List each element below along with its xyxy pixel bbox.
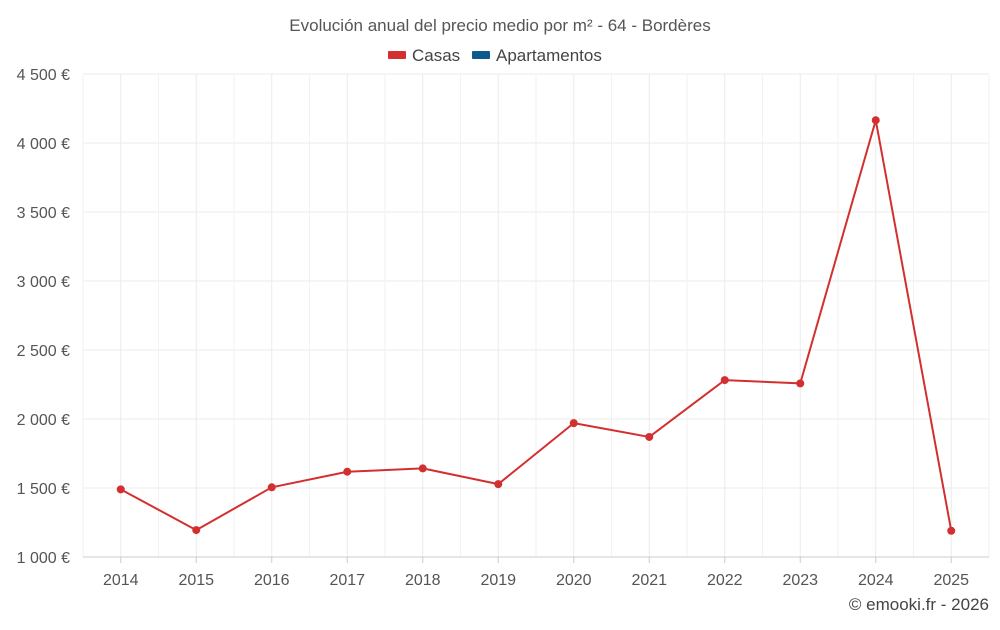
legend-swatch-apartamentos <box>472 51 490 59</box>
data-point-casas <box>494 480 503 489</box>
data-point-casas <box>418 464 427 473</box>
data-point-casas <box>116 485 125 494</box>
chart-title: Evolución anual del precio medio por m² … <box>289 16 710 35</box>
x-tick-label: 2017 <box>329 572 365 589</box>
data-point-casas <box>796 379 805 388</box>
data-point-casas <box>192 526 201 535</box>
series-casas <box>116 116 956 535</box>
axes: 1 000 € 1 500 € 2 000 € 2 500 € 3 000 € 3 500… <box>17 67 989 589</box>
x-tick-label: 2014 <box>103 572 139 589</box>
x-tick-label: 2015 <box>178 572 214 589</box>
legend-label-apartamentos: Apartamentos <box>496 46 602 65</box>
data-point-casas <box>343 467 352 476</box>
x-tick-label: 2018 <box>405 572 441 589</box>
y-tick-label: 1 000 € <box>17 550 70 567</box>
gridlines <box>82 73 990 557</box>
x-tick-label: 2023 <box>782 572 818 589</box>
y-tick-label: 2 000 € <box>17 412 70 429</box>
y-tick-label: 3 500 € <box>17 205 70 222</box>
legend[interactable]: Casas Apartamentos <box>388 46 602 65</box>
x-tick-label: 2020 <box>556 572 592 589</box>
x-tick-label: 2019 <box>480 572 516 589</box>
x-tick-label: 2016 <box>254 572 290 589</box>
x-tick-label: 2021 <box>631 572 667 589</box>
legend-item-casas[interactable]: Casas <box>388 46 460 65</box>
legend-swatch-casas <box>388 51 406 59</box>
y-tick-label: 3 000 € <box>17 274 70 291</box>
y-tick-label: 1 500 € <box>17 481 70 498</box>
y-tick-label: 2 500 € <box>17 343 70 360</box>
x-tick-label: 2024 <box>858 572 894 589</box>
data-point-casas <box>871 116 880 125</box>
legend-label-casas: Casas <box>412 46 460 65</box>
x-tick-label: 2025 <box>933 572 969 589</box>
legend-item-apartamentos[interactable]: Apartamentos <box>472 46 602 65</box>
data-point-casas <box>947 526 956 535</box>
y-tick-label: 4 500 € <box>17 67 70 84</box>
data-point-casas <box>569 419 578 428</box>
footer-credit: © emooki.fr - 2026 <box>849 595 989 614</box>
x-tick-label: 2022 <box>707 572 743 589</box>
data-point-casas <box>267 483 276 492</box>
series-line-casas <box>120 119 953 532</box>
data-point-casas <box>720 376 729 385</box>
data-point-casas <box>645 432 654 441</box>
y-tick-label: 4 000 € <box>17 136 70 153</box>
